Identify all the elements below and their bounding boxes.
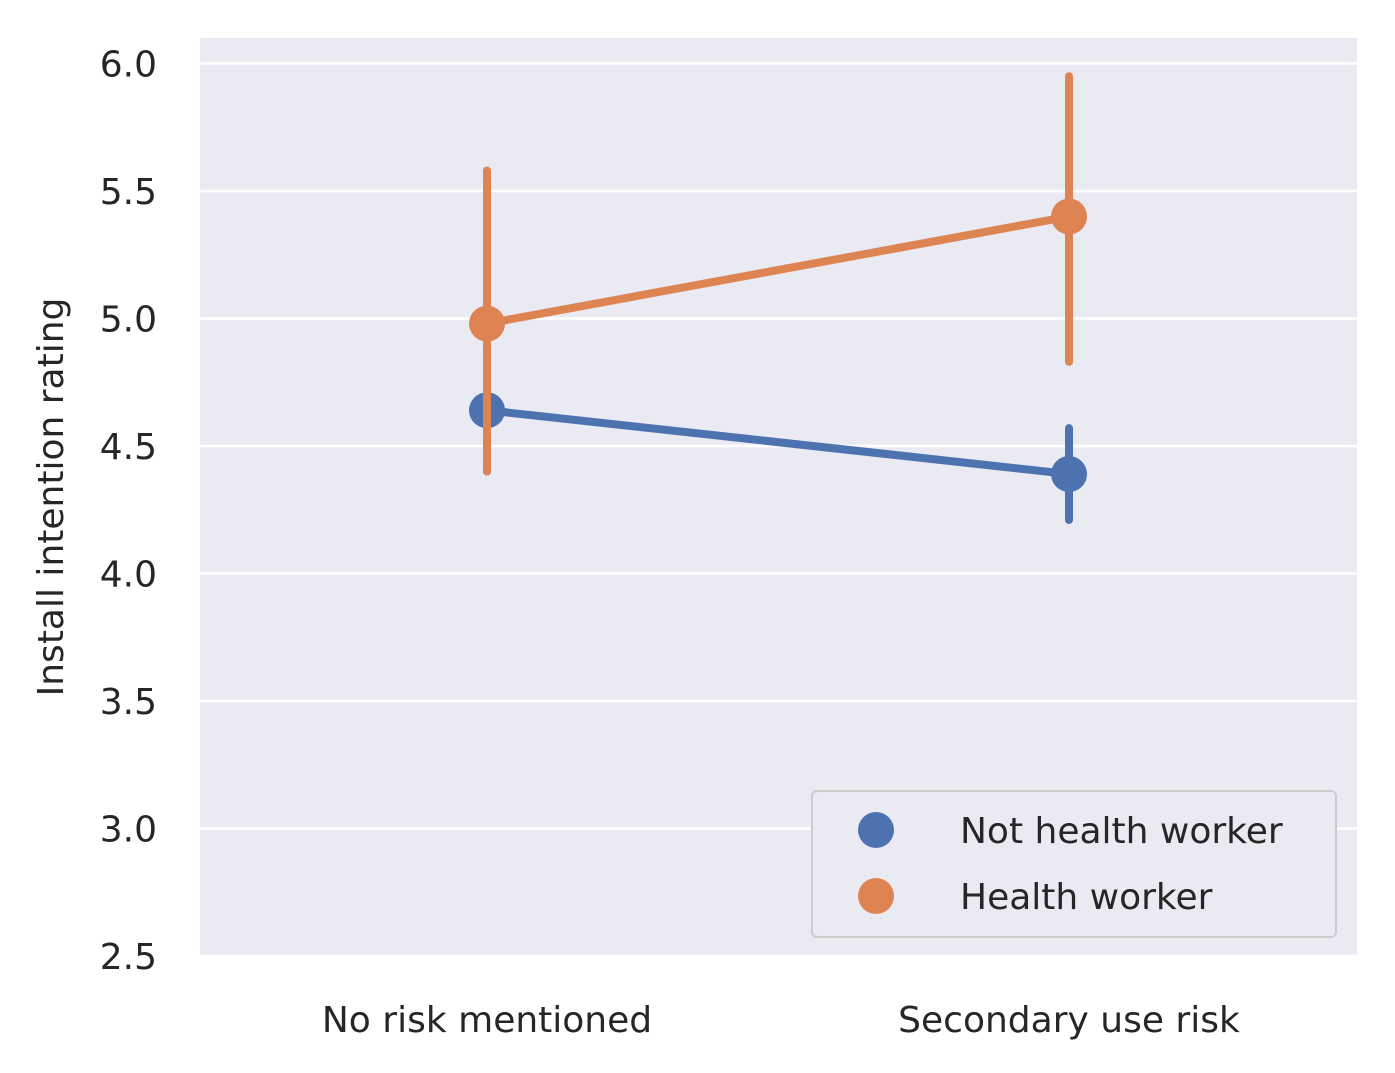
y-tick-label: 5.5 bbox=[100, 172, 157, 213]
series-layer bbox=[469, 72, 1087, 524]
y-tick-label: 4.5 bbox=[100, 427, 157, 468]
legend-marker bbox=[858, 812, 894, 848]
x-tick-label: No risk mentioned bbox=[322, 1000, 652, 1041]
y-tick-label: 3.0 bbox=[100, 810, 157, 851]
y-tick-labels: 2.5 3.0 3.5 4.0 4.5 5.0 5.5 6.0 bbox=[100, 45, 157, 979]
y-tick-label: 6.0 bbox=[100, 45, 157, 86]
y-tick-label: 3.5 bbox=[100, 682, 157, 723]
legend: Not health worker Health worker bbox=[811, 790, 1337, 938]
legend-label: Health worker bbox=[960, 877, 1213, 918]
x-tick-labels: No risk mentioned Secondary use risk bbox=[322, 1000, 1240, 1041]
y-axis-label: Install intention rating bbox=[31, 298, 72, 697]
series-line bbox=[483, 406, 1073, 479]
series-1 bbox=[469, 72, 1087, 476]
data-point bbox=[469, 305, 505, 342]
series-line bbox=[483, 212, 1073, 328]
grid-lines bbox=[200, 62, 1357, 958]
legend-frame bbox=[811, 790, 1337, 938]
legend-label: Not health worker bbox=[960, 811, 1283, 852]
data-point bbox=[1051, 198, 1087, 235]
x-tick-label: Secondary use risk bbox=[898, 1000, 1240, 1041]
y-tick-label: 5.0 bbox=[100, 300, 157, 341]
legend-marker bbox=[858, 878, 894, 914]
y-tick-label: 4.0 bbox=[100, 555, 157, 596]
data-point bbox=[1051, 456, 1087, 493]
y-tick-label: 2.5 bbox=[100, 937, 157, 978]
